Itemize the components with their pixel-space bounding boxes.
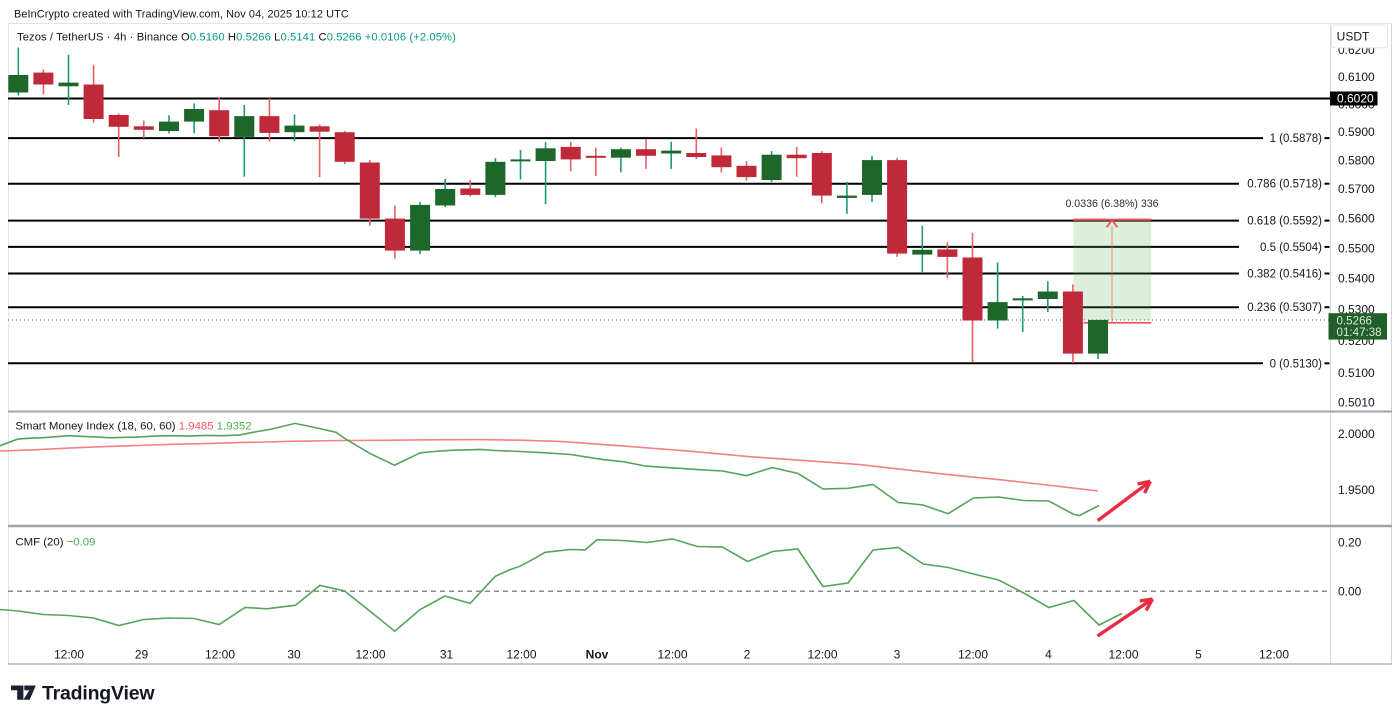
svg-text:12:00: 12:00 bbox=[958, 648, 988, 662]
svg-text:0.5800: 0.5800 bbox=[1338, 153, 1375, 167]
svg-text:0.5266: 0.5266 bbox=[1337, 314, 1372, 327]
svg-text:0.5100: 0.5100 bbox=[1338, 366, 1375, 380]
svg-text:30: 30 bbox=[287, 648, 301, 662]
svg-text:12:00: 12:00 bbox=[1108, 648, 1138, 662]
svg-text:0.5900: 0.5900 bbox=[1338, 125, 1375, 139]
svg-text:2.0000: 2.0000 bbox=[1338, 427, 1375, 441]
svg-text:0.5010: 0.5010 bbox=[1338, 396, 1375, 410]
svg-text:0.786 (0.5718): 0.786 (0.5718) bbox=[1247, 179, 1322, 191]
svg-text:12:00: 12:00 bbox=[506, 648, 536, 662]
svg-text:5: 5 bbox=[1195, 648, 1202, 662]
svg-text:0.5600: 0.5600 bbox=[1338, 211, 1375, 225]
svg-text:0.5 (0.5504): 0.5 (0.5504) bbox=[1260, 242, 1322, 254]
svg-text:0.00: 0.00 bbox=[1338, 585, 1362, 599]
svg-text:4: 4 bbox=[1045, 648, 1052, 662]
svg-text:BeInCrypto created with Tradin: BeInCrypto created with TradingView.com,… bbox=[14, 9, 349, 21]
svg-text:12:00: 12:00 bbox=[205, 648, 235, 662]
svg-text:CMF (20) −0.09: CMF (20) −0.09 bbox=[15, 536, 95, 548]
svg-text:1.9500: 1.9500 bbox=[1338, 483, 1375, 497]
svg-text:TradingView: TradingView bbox=[42, 683, 155, 705]
svg-text:Tezos / TetherUS · 4h · Binanc: Tezos / TetherUS · 4h · Binance O0.5160 … bbox=[17, 31, 456, 43]
svg-text:1 (0.5878): 1 (0.5878) bbox=[1270, 133, 1323, 145]
svg-text:12:00: 12:00 bbox=[807, 648, 837, 662]
svg-text:01:47:38: 01:47:38 bbox=[1337, 326, 1382, 339]
svg-text:0.20: 0.20 bbox=[1338, 536, 1362, 550]
svg-text:12:00: 12:00 bbox=[1259, 648, 1289, 662]
svg-text:0 (0.5130): 0 (0.5130) bbox=[1270, 358, 1323, 370]
svg-text:3: 3 bbox=[894, 648, 901, 662]
svg-text:0.5300: 0.5300 bbox=[1338, 303, 1375, 317]
svg-text:2: 2 bbox=[744, 648, 751, 662]
svg-text:12:00: 12:00 bbox=[54, 648, 84, 662]
svg-text:Nov: Nov bbox=[586, 648, 609, 662]
svg-text:0.5500: 0.5500 bbox=[1338, 241, 1375, 255]
svg-text:0.236 (0.5307): 0.236 (0.5307) bbox=[1247, 302, 1322, 314]
svg-text:0.5400: 0.5400 bbox=[1338, 272, 1375, 286]
svg-text:0.382 (0.5416): 0.382 (0.5416) bbox=[1247, 269, 1322, 281]
svg-text:0.6020: 0.6020 bbox=[1337, 92, 1374, 106]
svg-text:29: 29 bbox=[135, 648, 149, 662]
svg-text:12:00: 12:00 bbox=[355, 648, 385, 662]
svg-text:31: 31 bbox=[440, 648, 454, 662]
svg-text:0.618 (0.5592): 0.618 (0.5592) bbox=[1247, 216, 1322, 228]
svg-text:USDT: USDT bbox=[1337, 30, 1370, 44]
svg-text:Smart Money Index (18, 60, 60): Smart Money Index (18, 60, 60) 1.9485 1.… bbox=[15, 421, 251, 433]
svg-text:0.6100: 0.6100 bbox=[1338, 70, 1375, 84]
svg-text:0.5700: 0.5700 bbox=[1338, 182, 1375, 196]
svg-text:12:00: 12:00 bbox=[657, 648, 687, 662]
svg-text:0.0336 (6.38%) 336: 0.0336 (6.38%) 336 bbox=[1065, 198, 1158, 210]
